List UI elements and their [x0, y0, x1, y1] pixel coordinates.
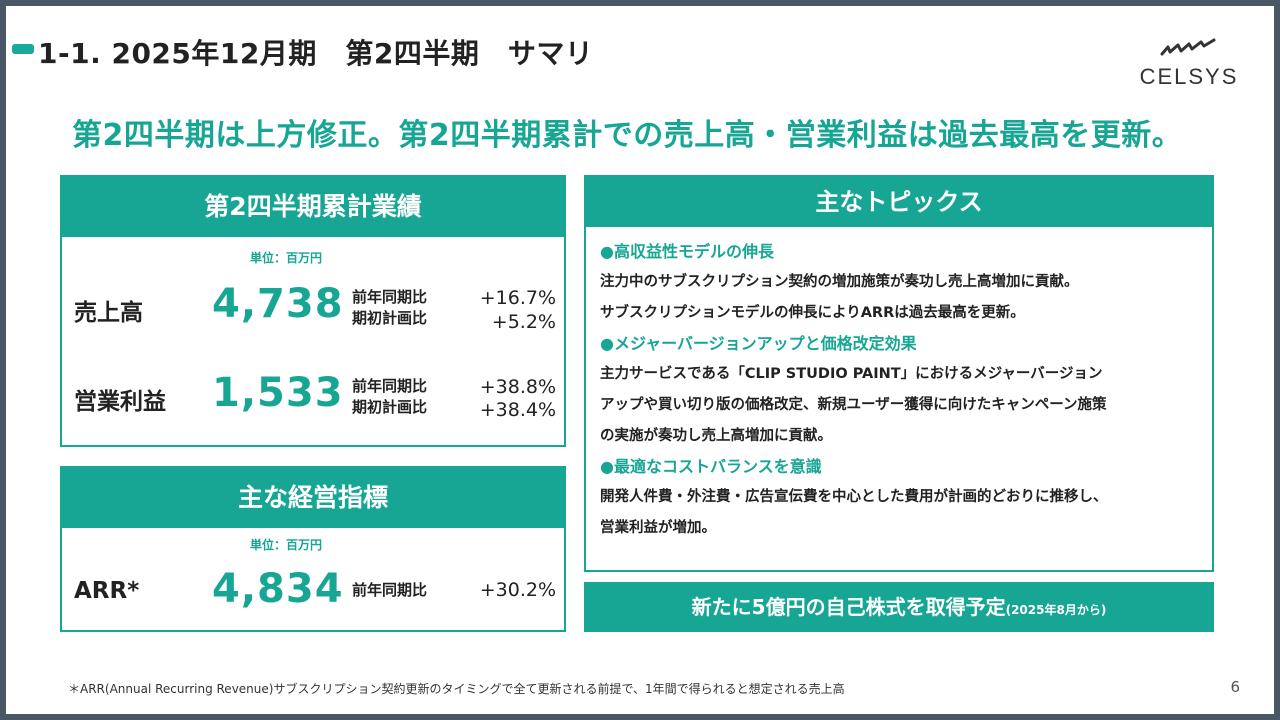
arr-compare-yoy-label: 前年同期比 [352, 581, 428, 599]
arr-label: ARR* [74, 578, 140, 604]
topic-heading: ●メジャーバージョンアップと価格改定効果 [600, 334, 917, 353]
kpi-unit-label: 単位：百万円 [250, 538, 323, 552]
buyback-banner: 新たに5億円の自己株式を取得予定(2025年8月から) [584, 582, 1214, 632]
arr-value: 4,834 [212, 566, 344, 612]
topic-line: アップや買い切り版の価格改定、新規ユーザー獲得に向けたキャンペーン施策 [600, 397, 1107, 413]
page-number: 6 [1230, 678, 1240, 696]
topics-panel: 主なトピックス ●高収益性モデルの伸長 注力中のサブスクリプション契約の増加施策… [584, 175, 1214, 572]
topics-panel-header: 主なトピックス [586, 177, 1212, 227]
topic-line: 注力中のサブスクリプション契約の増加施策が奏功し売上高増加に貢献。 [600, 274, 1079, 290]
performance-panel: 第2四半期累計業績 単位：百万円 売上高 4,738 前年同期比 期初計画比 +… [60, 175, 566, 447]
topic-line: サブスクリプションモデルの伸長によりARRは過去最高を更新。 [600, 305, 1025, 321]
kpi-panel-header: 主な経営指標 [62, 468, 564, 528]
title-accent-bar [12, 44, 34, 54]
op-compare-yoy-label: 前年同期比 [352, 377, 428, 395]
headline: 第2四半期は上方修正。第2四半期累計での売上高・営業利益は過去最高を更新。 [72, 118, 1183, 153]
operating-profit-value: 1,533 [212, 370, 344, 416]
topic-line: 営業利益が増加。 [600, 520, 716, 536]
sales-plan-pct: +5.2% [491, 311, 556, 333]
unit-label: 単位：百万円 [250, 251, 323, 265]
footnote: ＊ARR(Annual Recurring Revenue)サブスクリプション契… [68, 682, 845, 696]
topic-heading: ●最適なコストバランスを意識 [600, 457, 822, 476]
sales-compare-yoy-label: 前年同期比 [352, 288, 428, 306]
logo-mark-icon [1160, 38, 1216, 56]
op-compare-plan-label: 期初計画比 [352, 398, 428, 416]
topic-heading: ●高収益性モデルの伸長 [600, 242, 774, 261]
arr-yoy-pct: +30.2% [479, 579, 556, 601]
topic-line: の実施が奏功し売上高増加に貢献。 [600, 428, 832, 444]
logo-text: CELSYS [1139, 64, 1239, 89]
sales-compare-plan-label: 期初計画比 [352, 309, 428, 327]
op-yoy-pct: +38.8% [479, 376, 556, 398]
page-title: 1-1. 2025年12月期 第2四半期 サマリ [38, 37, 594, 70]
sales-yoy-pct: +16.7% [479, 287, 556, 309]
topic-line: 主力サービスである「CLIP STUDIO PAINT」におけるメジャーバージョ… [600, 366, 1103, 382]
op-plan-pct: +38.4% [479, 399, 556, 421]
sales-value: 4,738 [212, 281, 344, 327]
buyback-main-text: 新たに5億円の自己株式を取得予定 [691, 595, 1006, 619]
slide: 1-1. 2025年12月期 第2四半期 サマリ CELSYS 第2四半期は上方… [6, 6, 1274, 714]
sales-label: 売上高 [74, 300, 143, 326]
celsys-logo: CELSYS [1134, 34, 1244, 90]
topics-list: ●高収益性モデルの伸長 注力中のサブスクリプション契約の増加施策が奏功し売上高増… [600, 237, 1202, 544]
topic-line: 開発人件費・外注費・広告宣伝費を中心とした費用が計画的どおりに推移し、 [600, 489, 1108, 505]
buyback-sub-text: (2025年8月から) [1005, 603, 1107, 617]
operating-profit-label: 営業利益 [74, 389, 166, 415]
performance-panel-header: 第2四半期累計業績 [62, 177, 564, 237]
kpi-panel: 主な経営指標 単位：百万円 ARR* 4,834 前年同期比 +30.2% [60, 466, 566, 632]
